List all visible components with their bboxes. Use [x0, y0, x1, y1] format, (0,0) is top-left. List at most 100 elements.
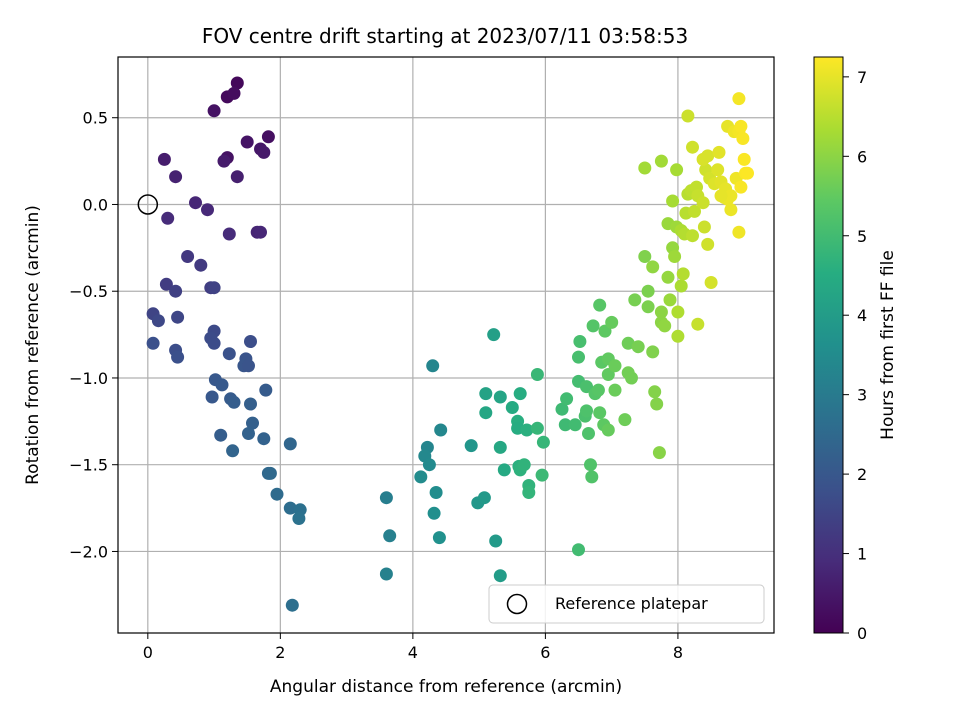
data-point: [151, 314, 165, 328]
data-point: [558, 418, 572, 432]
data-point: [734, 180, 748, 194]
data-point: [650, 397, 664, 411]
data-point: [676, 267, 690, 281]
data-point: [661, 270, 675, 284]
data-point: [146, 336, 160, 350]
data-point: [242, 427, 255, 440]
data-point: [169, 284, 183, 298]
x-tick-label: 4: [408, 643, 418, 662]
colorbar-label: Hours from first FF file: [878, 250, 898, 440]
data-point: [697, 220, 711, 234]
data-point: [434, 423, 448, 437]
data-point: [497, 463, 511, 477]
data-point: [259, 383, 273, 397]
data-point: [157, 152, 171, 166]
data-point: [230, 76, 244, 90]
colorbar-tick-label: 0: [857, 624, 867, 643]
data-point: [285, 598, 299, 612]
data-point: [736, 132, 750, 145]
data-point: [605, 315, 619, 329]
data-point: [732, 92, 746, 106]
data-point: [261, 130, 275, 144]
data-point: [215, 378, 229, 392]
data-point: [580, 404, 593, 418]
data-point: [379, 491, 393, 505]
data-point: [732, 225, 746, 239]
data-point: [584, 458, 597, 472]
data-point: [638, 250, 652, 263]
data-point: [493, 390, 507, 404]
y-tick-label: −0.5: [69, 282, 108, 301]
data-point: [505, 401, 519, 414]
data-point: [681, 109, 695, 123]
data-point: [379, 567, 393, 581]
legend-box: [488, 584, 765, 624]
y-tick-label: 0.0: [83, 195, 108, 214]
data-point: [517, 458, 531, 472]
data-points: [137, 76, 754, 612]
data-point: [263, 466, 277, 480]
x-tick-label: 0: [143, 643, 153, 662]
data-point: [426, 359, 440, 373]
data-point: [227, 395, 241, 409]
data-point: [666, 194, 680, 208]
data-point: [741, 166, 754, 180]
x-axis-ticks: 0 2 4 6 8: [143, 633, 683, 662]
data-point: [429, 486, 443, 499]
data-point: [227, 86, 241, 100]
legend: Reference platepar: [488, 584, 765, 624]
plot-frame: [117, 56, 775, 634]
data-point: [580, 380, 593, 394]
data-point: [240, 135, 254, 149]
data-point: [585, 470, 599, 484]
data-point: [464, 439, 478, 453]
data-point: [712, 145, 726, 159]
data-point: [181, 250, 195, 263]
data-point: [493, 569, 507, 583]
data-point: [536, 435, 550, 449]
y-tick-label: 0.5: [83, 109, 108, 128]
data-point: [691, 317, 705, 331]
data-point: [254, 225, 267, 239]
data-point: [161, 211, 175, 225]
data-point: [257, 145, 271, 159]
data-point: [230, 170, 244, 184]
grid-lines: [118, 57, 774, 633]
data-point: [169, 170, 183, 184]
data-point: [572, 543, 585, 557]
data-point: [242, 359, 255, 373]
data-point: [205, 390, 219, 404]
colorbar-tick-label: 7: [857, 68, 867, 87]
y-axis-ticks: 0.5 0.0 −0.5 −1.0 −1.5 −2.0: [69, 109, 118, 561]
y-tick-label: −1.5: [69, 456, 108, 475]
data-point: [670, 163, 684, 177]
data-point: [217, 154, 231, 168]
data-point: [737, 152, 751, 166]
reference-point: [137, 194, 159, 215]
x-tick-label: 6: [540, 643, 550, 662]
data-point: [171, 350, 185, 364]
data-point: [244, 335, 257, 348]
colorbar-ticks: 0 1 2 3 4 5 6 7: [843, 68, 867, 643]
data-point: [270, 487, 284, 501]
data-point: [246, 416, 259, 430]
data-point: [493, 440, 507, 454]
data-point: [530, 368, 544, 381]
data-point: [671, 329, 685, 343]
data-point: [601, 423, 615, 437]
data-point: [701, 237, 715, 251]
data-point: [487, 328, 501, 342]
data-point: [257, 432, 271, 446]
data-point: [696, 196, 710, 210]
data-point: [625, 371, 638, 385]
data-point: [222, 227, 236, 241]
data-point: [283, 437, 297, 451]
data-point: [668, 250, 682, 263]
data-point: [652, 446, 666, 460]
data-point: [522, 486, 536, 499]
data-point: [631, 340, 645, 354]
colorbar-tick-label: 5: [857, 227, 867, 246]
data-point: [189, 196, 202, 210]
y-tick-label: −2.0: [69, 542, 108, 561]
